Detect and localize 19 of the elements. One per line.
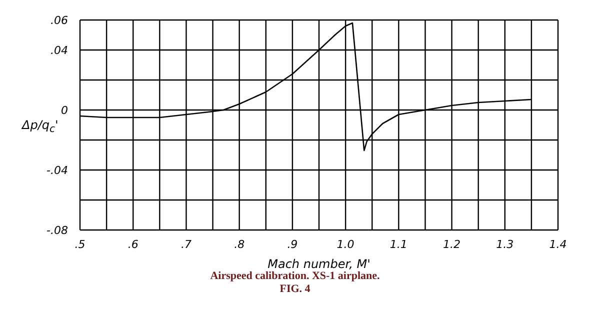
x-tick-label: 1.4	[549, 238, 567, 251]
y-tick-label: -.08	[46, 224, 68, 237]
y-tick-label: .04	[50, 44, 68, 57]
x-tick-label: 1.3	[496, 238, 514, 251]
x-tick-label: 1.0	[336, 238, 354, 251]
x-tick-label: .7	[180, 238, 192, 251]
y-tick-label: 0	[61, 104, 68, 117]
x-tick-label: 1.1	[390, 238, 408, 251]
y-tick-label: .06	[50, 14, 68, 27]
x-axis-title: Mach number, M'	[268, 257, 370, 271]
x-tick-label: 1.2	[443, 238, 461, 251]
caption: FIG. 4	[278, 283, 312, 296]
x-tick-label: .6	[128, 238, 138, 251]
text: Airspeed calibration. XS-1 airplane.	[209, 270, 381, 283]
x-tick-label: .9	[287, 238, 298, 251]
y-axis-title: Δp/q$_{c}$'	[21, 118, 58, 134]
x-tick-label: .5	[74, 238, 86, 251]
y-tick-label: -.04	[46, 164, 68, 177]
x-tick-label: .8	[234, 238, 245, 251]
